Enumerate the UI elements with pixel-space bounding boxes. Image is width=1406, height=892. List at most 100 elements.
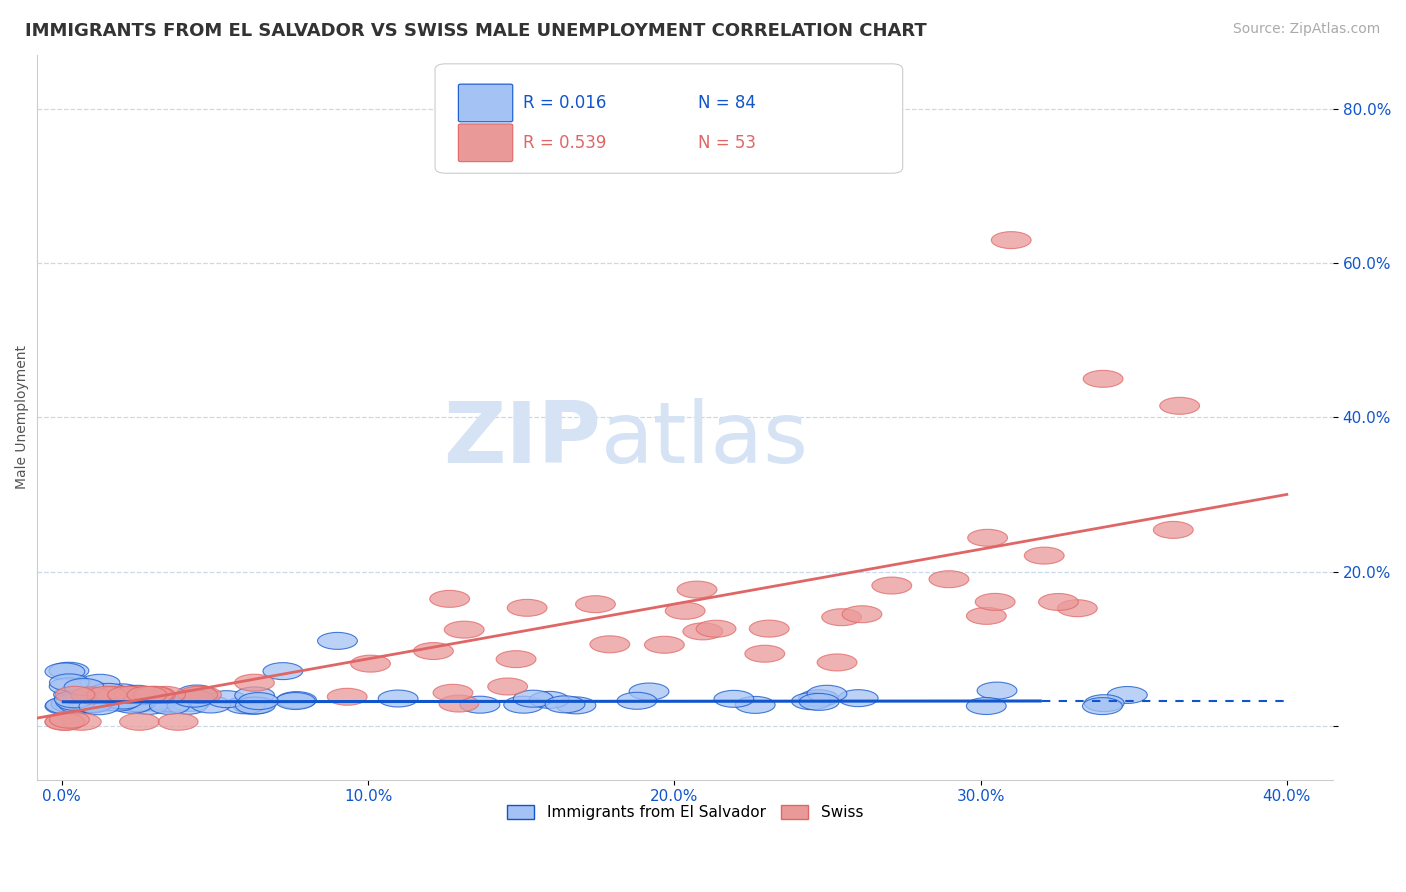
Ellipse shape (239, 692, 278, 709)
Ellipse shape (225, 697, 264, 714)
Y-axis label: Male Unemployment: Male Unemployment (15, 345, 30, 490)
Ellipse shape (1153, 522, 1194, 539)
Ellipse shape (179, 686, 218, 703)
Ellipse shape (114, 691, 155, 708)
Ellipse shape (97, 691, 136, 708)
Ellipse shape (807, 685, 846, 702)
Ellipse shape (235, 697, 276, 714)
Ellipse shape (59, 692, 98, 709)
Ellipse shape (591, 636, 630, 653)
Ellipse shape (146, 686, 186, 703)
Ellipse shape (131, 694, 170, 711)
Ellipse shape (1108, 687, 1147, 704)
Ellipse shape (173, 690, 212, 706)
Ellipse shape (276, 692, 315, 709)
Ellipse shape (69, 680, 108, 697)
Ellipse shape (233, 698, 273, 714)
Ellipse shape (508, 599, 547, 616)
Ellipse shape (72, 687, 111, 704)
Ellipse shape (444, 621, 484, 638)
Ellipse shape (56, 693, 96, 710)
Ellipse shape (96, 686, 136, 703)
Ellipse shape (177, 685, 217, 702)
Ellipse shape (328, 689, 367, 706)
Ellipse shape (838, 690, 879, 706)
Ellipse shape (138, 692, 177, 709)
Ellipse shape (167, 698, 207, 714)
Ellipse shape (69, 695, 108, 712)
Ellipse shape (350, 655, 391, 672)
Ellipse shape (139, 690, 180, 706)
Ellipse shape (460, 697, 501, 714)
Ellipse shape (966, 698, 1007, 714)
Ellipse shape (69, 694, 110, 711)
Ellipse shape (842, 606, 882, 623)
Ellipse shape (976, 593, 1015, 610)
Ellipse shape (1084, 695, 1125, 712)
Ellipse shape (56, 698, 96, 714)
Legend: Immigrants from El Salvador, Swiss: Immigrants from El Salvador, Swiss (501, 799, 869, 826)
Ellipse shape (413, 642, 453, 659)
Ellipse shape (101, 684, 142, 701)
Ellipse shape (103, 692, 142, 709)
Ellipse shape (149, 698, 190, 714)
Ellipse shape (967, 529, 1008, 546)
Ellipse shape (98, 694, 138, 711)
Ellipse shape (49, 662, 89, 679)
Ellipse shape (89, 683, 128, 700)
Ellipse shape (966, 607, 1007, 624)
Text: atlas: atlas (600, 398, 808, 481)
Ellipse shape (617, 692, 657, 709)
Ellipse shape (135, 686, 176, 703)
Ellipse shape (55, 691, 94, 708)
Ellipse shape (817, 654, 856, 671)
Ellipse shape (318, 632, 357, 649)
Text: R = 0.016: R = 0.016 (523, 94, 606, 112)
Ellipse shape (799, 690, 838, 706)
Ellipse shape (114, 686, 153, 703)
Text: Source: ZipAtlas.com: Source: ZipAtlas.com (1233, 22, 1381, 37)
Ellipse shape (439, 695, 479, 712)
Ellipse shape (696, 620, 735, 637)
Ellipse shape (678, 581, 717, 598)
Ellipse shape (75, 689, 115, 706)
Ellipse shape (59, 697, 98, 714)
FancyBboxPatch shape (458, 84, 513, 122)
Ellipse shape (555, 697, 596, 714)
Ellipse shape (503, 697, 544, 714)
Ellipse shape (115, 695, 156, 712)
Ellipse shape (735, 697, 775, 714)
Ellipse shape (134, 686, 173, 703)
Ellipse shape (1083, 698, 1122, 714)
Ellipse shape (87, 686, 127, 703)
Ellipse shape (86, 690, 125, 707)
Ellipse shape (117, 685, 157, 702)
Ellipse shape (235, 674, 274, 691)
Ellipse shape (97, 692, 136, 709)
Ellipse shape (628, 683, 669, 700)
FancyBboxPatch shape (434, 64, 903, 173)
Ellipse shape (62, 714, 101, 731)
Ellipse shape (749, 620, 789, 637)
Ellipse shape (714, 690, 754, 707)
Ellipse shape (575, 596, 616, 613)
Ellipse shape (174, 690, 214, 707)
Ellipse shape (263, 663, 302, 680)
Ellipse shape (821, 608, 862, 625)
Ellipse shape (191, 696, 231, 713)
Ellipse shape (53, 686, 93, 703)
Ellipse shape (62, 690, 101, 707)
Ellipse shape (991, 232, 1031, 249)
Ellipse shape (65, 679, 104, 696)
Ellipse shape (87, 694, 127, 711)
Ellipse shape (277, 691, 316, 708)
Ellipse shape (128, 698, 167, 714)
Ellipse shape (148, 696, 187, 713)
Ellipse shape (1160, 397, 1199, 414)
Ellipse shape (122, 688, 162, 705)
Ellipse shape (72, 696, 112, 713)
Ellipse shape (51, 696, 91, 713)
Ellipse shape (872, 577, 911, 594)
Text: IMMIGRANTS FROM EL SALVADOR VS SWISS MALE UNEMPLOYMENT CORRELATION CHART: IMMIGRANTS FROM EL SALVADOR VS SWISS MAL… (25, 22, 927, 40)
Ellipse shape (977, 682, 1017, 699)
